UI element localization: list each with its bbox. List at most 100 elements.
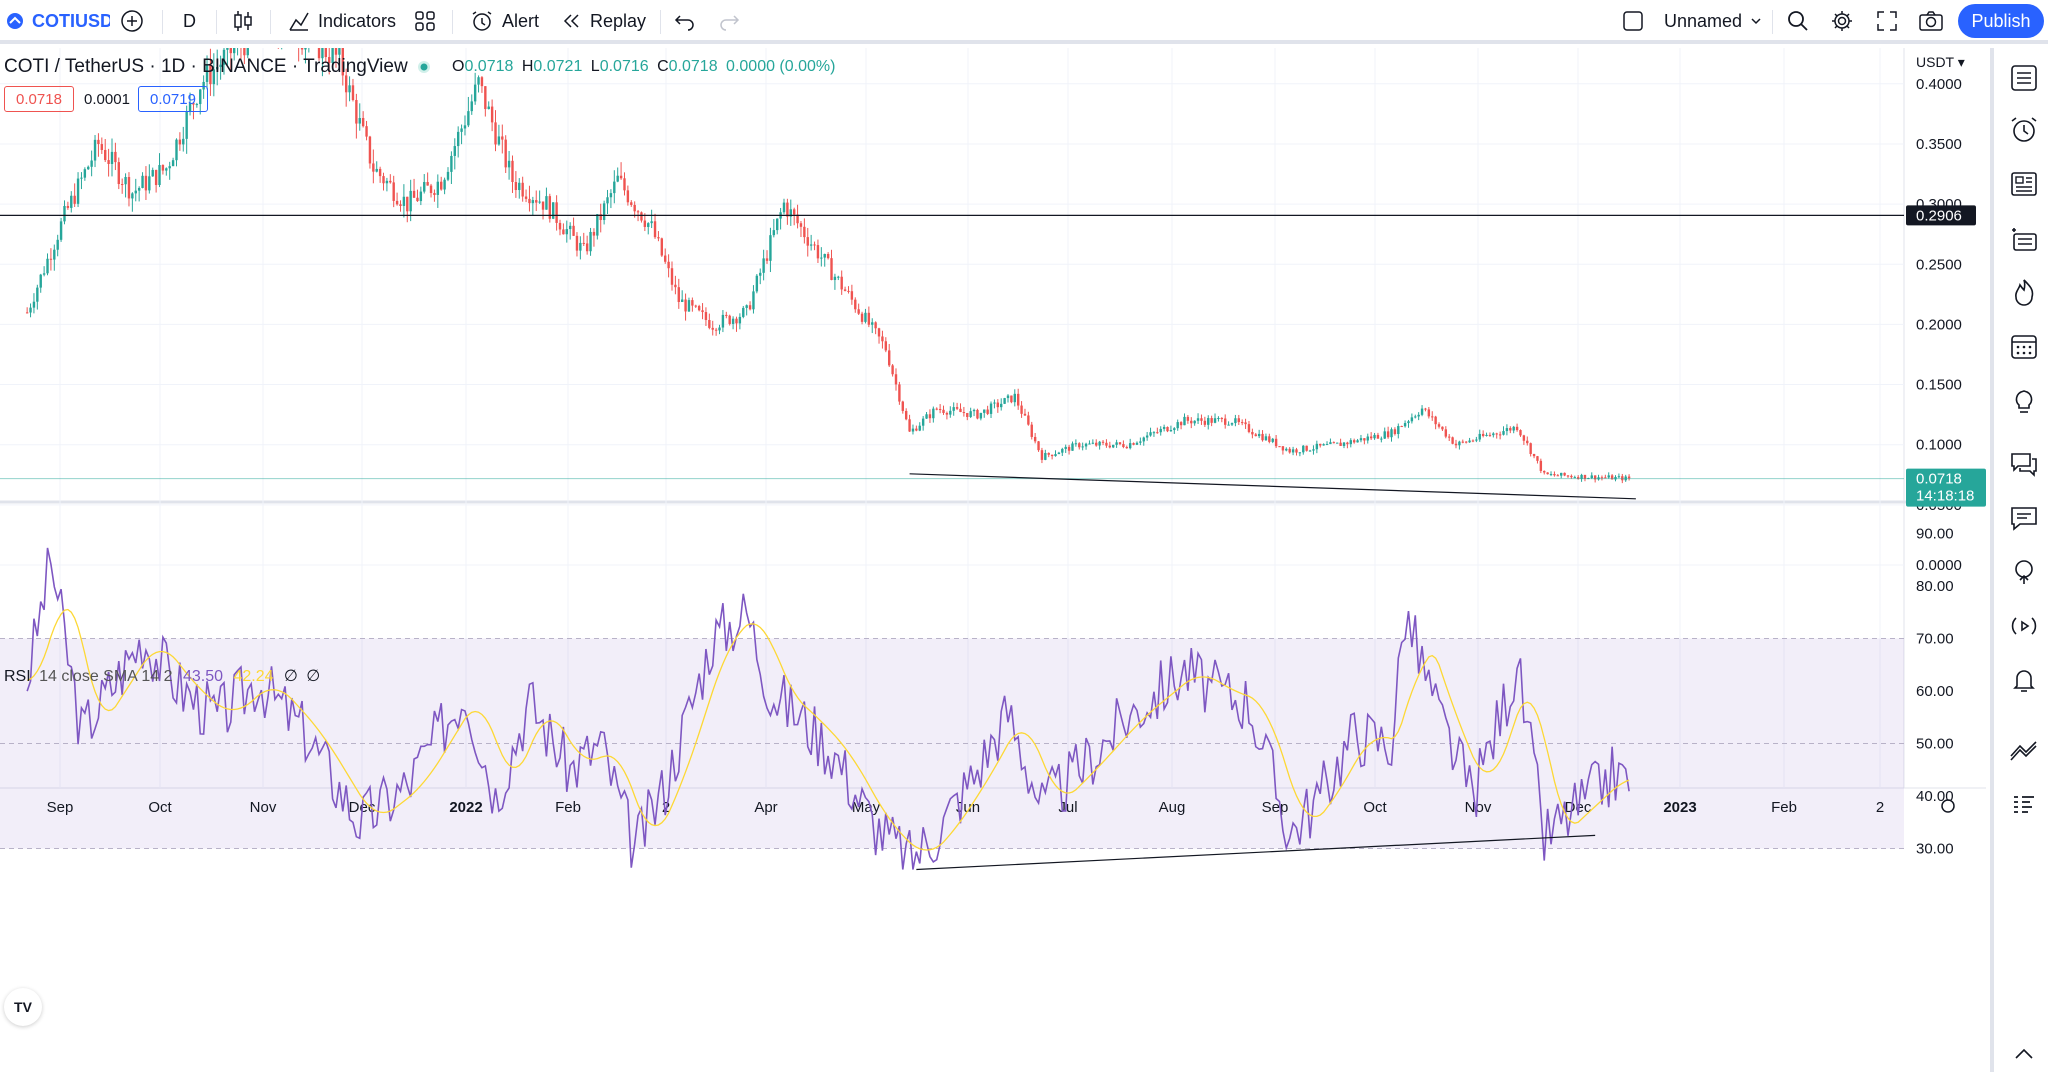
rsi-sma-line — [26, 608, 1630, 851]
candle-body — [324, 48, 328, 58]
calendar-icon[interactable] — [2008, 330, 2040, 362]
low-label: L — [590, 58, 600, 75]
interval-button[interactable]: D — [183, 6, 196, 36]
candle-body — [1203, 420, 1207, 425]
currency-selector[interactable]: USDT ▾ — [1916, 54, 1965, 70]
candle-body — [97, 139, 100, 145]
data-window-icon[interactable] — [2008, 222, 2040, 254]
candle-body — [246, 48, 249, 56]
candle-body — [1481, 433, 1485, 437]
hotlists-flame-icon[interactable] — [2008, 276, 2040, 308]
symbol-legend-title[interactable]: COTI / TetherUS · 1D · BINANCE · Trading… — [4, 56, 408, 77]
indicators-button[interactable]: Indicators — [288, 6, 396, 36]
candle-body — [1356, 440, 1359, 443]
candle-body — [426, 182, 429, 186]
alert-button[interactable]: Alert — [470, 6, 539, 36]
candle-body — [1095, 442, 1098, 446]
candle-body — [691, 300, 694, 306]
candle-body — [921, 418, 925, 426]
candle-body — [389, 180, 392, 183]
candle-body — [205, 64, 209, 82]
candle-body — [1156, 432, 1159, 434]
sell-button[interactable]: 0.0718 — [4, 86, 74, 112]
candle-body — [572, 225, 575, 236]
compare-button[interactable] — [120, 6, 144, 36]
undo-button[interactable] — [674, 6, 696, 36]
alarm-clock-icon[interactable] — [2008, 114, 2040, 146]
snapshot-button[interactable] — [1918, 6, 1944, 36]
candle-body — [1319, 443, 1322, 446]
fullscreen-button[interactable] — [1876, 6, 1898, 36]
tradingview-logo[interactable]: TV — [4, 988, 42, 1026]
candle-body — [107, 160, 110, 164]
candle-body — [568, 225, 572, 230]
streams-icon[interactable] — [2008, 556, 2040, 588]
candle-body — [321, 48, 324, 59]
rsi-legend[interactable]: RSI 14 close SMA 14 2 43.50 42.24 ∅ ∅ — [4, 666, 320, 686]
replay-button[interactable]: Replay — [562, 6, 646, 36]
candle-body — [796, 214, 799, 224]
templates-button[interactable] — [414, 6, 436, 36]
candle-body — [1451, 437, 1454, 444]
candle-body — [1196, 418, 1200, 421]
candle-body — [182, 138, 185, 145]
broadcast-icon[interactable] — [2008, 610, 2040, 642]
open-value: 0.0718 — [464, 58, 514, 75]
candle-body — [137, 187, 141, 191]
symbol-search[interactable]: COTIUSD — [6, 6, 110, 36]
redo-icon — [720, 15, 740, 31]
candle-body — [87, 166, 90, 170]
dom-icon[interactable] — [2008, 788, 2040, 820]
candle-body — [752, 291, 755, 310]
search-button[interactable] — [1786, 6, 1810, 36]
candle-body — [616, 175, 619, 182]
candle-body — [1271, 438, 1274, 442]
news-icon[interactable] — [2008, 168, 2040, 200]
trading-panel-icon[interactable] — [2008, 734, 2040, 766]
candle-body — [1475, 439, 1478, 441]
candle-body — [229, 48, 232, 54]
buy-button[interactable]: 0.0719 — [138, 86, 208, 112]
candle-body — [647, 223, 650, 227]
candle-body — [759, 272, 762, 276]
candle-body — [854, 299, 857, 310]
watchlist-icon[interactable] — [2008, 62, 2040, 94]
candle-body — [409, 190, 412, 212]
candle-body — [874, 322, 877, 329]
layout-menu[interactable]: Unnamed — [1622, 6, 1762, 36]
redo-button[interactable] — [718, 6, 740, 36]
chevron-up-icon[interactable] — [2008, 1038, 2040, 1070]
time-axis-label: May — [852, 799, 881, 816]
chart-area[interactable]: 0.4000 0.3500 0.3000 0.2500 0.2000 0.1500 0.10… — [0, 48, 1986, 1072]
candle-body — [1224, 418, 1227, 425]
candle-body — [1488, 434, 1492, 436]
messages-icon[interactable] — [2008, 502, 2040, 534]
chart-type-button[interactable] — [232, 6, 254, 36]
candle-body — [114, 151, 117, 163]
candle-body — [518, 182, 521, 191]
candle-body — [1217, 418, 1220, 420]
candle-body — [1159, 428, 1162, 433]
candle-body — [541, 201, 545, 210]
time-axis-label: Nov — [250, 799, 277, 816]
candle-body — [1108, 445, 1112, 448]
candle-body — [718, 327, 721, 331]
candle-body — [993, 402, 996, 404]
market-status-icon[interactable] — [418, 61, 430, 73]
rsi-axis-tick: 60.00 — [1916, 683, 1954, 700]
candle-body — [80, 177, 83, 179]
publish-button[interactable]: Publish — [1958, 4, 2044, 38]
candle-body — [222, 49, 226, 65]
candle-body — [630, 202, 633, 205]
candle-body — [1519, 430, 1522, 436]
notifications-bell-icon[interactable] — [2008, 664, 2040, 696]
candle-body — [1295, 449, 1298, 453]
candle-body — [1183, 416, 1186, 426]
ideas-lightbulb-icon[interactable] — [2008, 384, 2040, 416]
candle-body — [131, 193, 134, 199]
chart-canvas[interactable]: 0.40000.35000.30000.25000.20000.15000.10… — [0, 48, 1986, 1072]
settings-button[interactable] — [1830, 6, 1854, 36]
candle-body — [1600, 477, 1604, 479]
candle-body — [721, 314, 725, 328]
chats-icon[interactable] — [2008, 448, 2040, 480]
